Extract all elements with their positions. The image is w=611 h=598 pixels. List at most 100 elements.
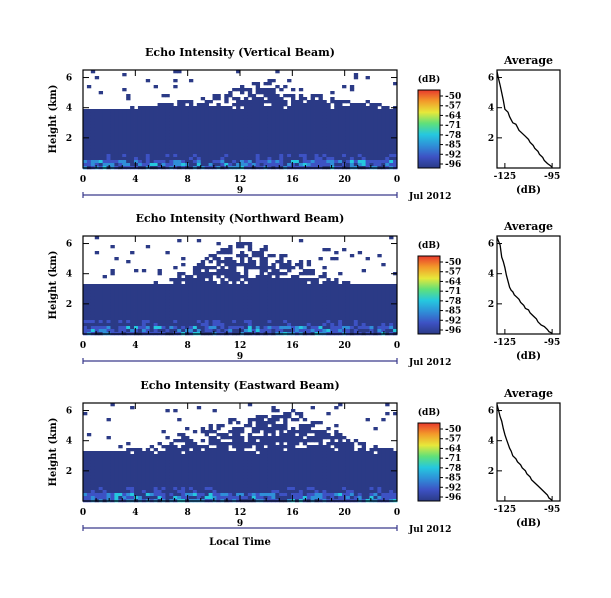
heatmap-cell bbox=[161, 157, 166, 161]
heatmap-cell bbox=[385, 311, 390, 315]
heatmap-cell bbox=[298, 284, 304, 288]
heatmap-cell bbox=[298, 487, 304, 491]
heatmap-cell bbox=[86, 472, 92, 476]
heatmap-cell bbox=[181, 103, 186, 107]
heatmap-cell bbox=[259, 130, 264, 134]
heatmap-cell bbox=[212, 151, 217, 155]
heatmap-cell bbox=[94, 311, 100, 315]
heatmap-cell bbox=[212, 311, 217, 315]
heatmap-cell bbox=[169, 484, 174, 488]
heatmap-cell bbox=[177, 284, 182, 288]
heatmap-cell bbox=[271, 296, 276, 300]
heatmap-cell bbox=[137, 302, 143, 306]
heatmap-cell bbox=[181, 460, 186, 464]
heatmap-cell bbox=[263, 284, 268, 288]
heatmap-cell bbox=[212, 320, 217, 324]
heatmap-cell bbox=[334, 329, 339, 333]
heatmap-cell bbox=[134, 454, 139, 458]
heatmap-cell bbox=[165, 163, 170, 167]
heatmap-cell bbox=[141, 484, 147, 488]
heatmap-cell bbox=[263, 317, 268, 321]
heatmap-cell bbox=[251, 266, 257, 270]
heatmap-cell bbox=[377, 109, 382, 113]
heatmap-cell bbox=[212, 469, 217, 473]
heatmap-cell bbox=[251, 142, 257, 146]
heatmap-cell bbox=[240, 487, 245, 491]
heatmap-cell bbox=[318, 106, 323, 110]
heatmap-cell bbox=[137, 106, 143, 110]
heatmap-cell bbox=[279, 445, 284, 449]
heatmap-cell bbox=[247, 142, 253, 146]
heatmap-cell bbox=[385, 317, 390, 321]
heatmap-cell bbox=[185, 278, 190, 282]
heatmap-cell bbox=[365, 287, 370, 291]
heatmap-cell bbox=[345, 160, 351, 164]
heatmap-cell bbox=[149, 445, 155, 449]
heatmap-cell bbox=[169, 151, 174, 155]
heatmap-cell bbox=[106, 284, 111, 288]
heatmap-cell bbox=[130, 148, 135, 152]
heatmap-cell bbox=[247, 148, 253, 152]
heatmap-cell bbox=[94, 308, 100, 312]
heatmap-cell bbox=[126, 481, 131, 485]
heatmap-cell bbox=[188, 139, 194, 143]
heatmap-cell bbox=[283, 475, 288, 479]
avg-x-tick-label: -125 bbox=[494, 172, 517, 182]
heatmap-cell bbox=[145, 487, 151, 491]
heatmap-cell bbox=[188, 481, 194, 485]
heatmap-cell bbox=[271, 430, 276, 434]
heatmap-cell bbox=[389, 130, 394, 134]
heatmap-cell bbox=[173, 145, 178, 149]
heatmap-cell bbox=[255, 100, 261, 104]
heatmap-cell bbox=[357, 299, 363, 303]
heatmap-cell bbox=[208, 481, 213, 485]
heatmap-cell bbox=[342, 151, 347, 155]
heatmap-cell bbox=[224, 436, 229, 440]
heatmap-cell bbox=[287, 94, 292, 98]
heatmap-cell bbox=[83, 118, 88, 122]
heatmap-cell bbox=[177, 472, 182, 476]
heatmap-cell bbox=[106, 454, 111, 458]
heatmap-cell bbox=[338, 127, 343, 131]
heatmap-cell bbox=[302, 106, 308, 110]
heatmap-cell bbox=[86, 308, 92, 312]
heatmap-cell bbox=[177, 145, 182, 149]
heatmap-cell bbox=[165, 121, 170, 125]
heatmap-cell bbox=[255, 329, 261, 333]
heatmap-cell bbox=[349, 293, 355, 297]
heatmap-cell bbox=[263, 478, 268, 482]
heatmap-cell bbox=[287, 460, 292, 464]
heatmap-cell bbox=[232, 451, 237, 455]
heatmap-cell bbox=[251, 263, 257, 267]
heatmap-cell bbox=[192, 151, 198, 155]
heatmap-cell bbox=[236, 481, 241, 485]
heatmap-cell bbox=[330, 139, 335, 143]
heatmap-cell bbox=[177, 100, 182, 104]
heatmap-cell bbox=[377, 254, 382, 258]
heatmap-cell bbox=[130, 124, 135, 128]
heatmap-cell bbox=[137, 145, 143, 149]
heatmap-cell bbox=[192, 118, 198, 122]
heatmap-cell bbox=[291, 290, 296, 294]
heatmap-cell bbox=[157, 487, 162, 491]
heatmap-cell bbox=[283, 151, 288, 155]
heatmap-cell bbox=[247, 103, 253, 107]
heatmap-cell bbox=[169, 157, 174, 161]
heatmap-cell bbox=[90, 118, 96, 122]
heatmap-cell bbox=[204, 109, 210, 113]
heatmap-cell bbox=[275, 490, 280, 494]
heatmap-cell bbox=[318, 109, 323, 113]
heatmap-cell bbox=[365, 136, 370, 140]
heatmap-cell bbox=[185, 481, 190, 485]
heatmap-cell bbox=[196, 406, 202, 410]
heatmap-cell bbox=[145, 493, 151, 497]
heatmap-cell bbox=[236, 130, 241, 134]
heatmap-cell bbox=[200, 106, 206, 110]
heatmap-cell bbox=[126, 136, 131, 140]
heatmap-cell bbox=[149, 490, 155, 494]
heatmap-cell bbox=[102, 481, 107, 485]
heatmap-cell bbox=[200, 478, 206, 482]
heatmap-cell bbox=[228, 317, 233, 321]
heatmap-cell bbox=[314, 281, 319, 285]
heatmap-cell bbox=[200, 323, 206, 327]
